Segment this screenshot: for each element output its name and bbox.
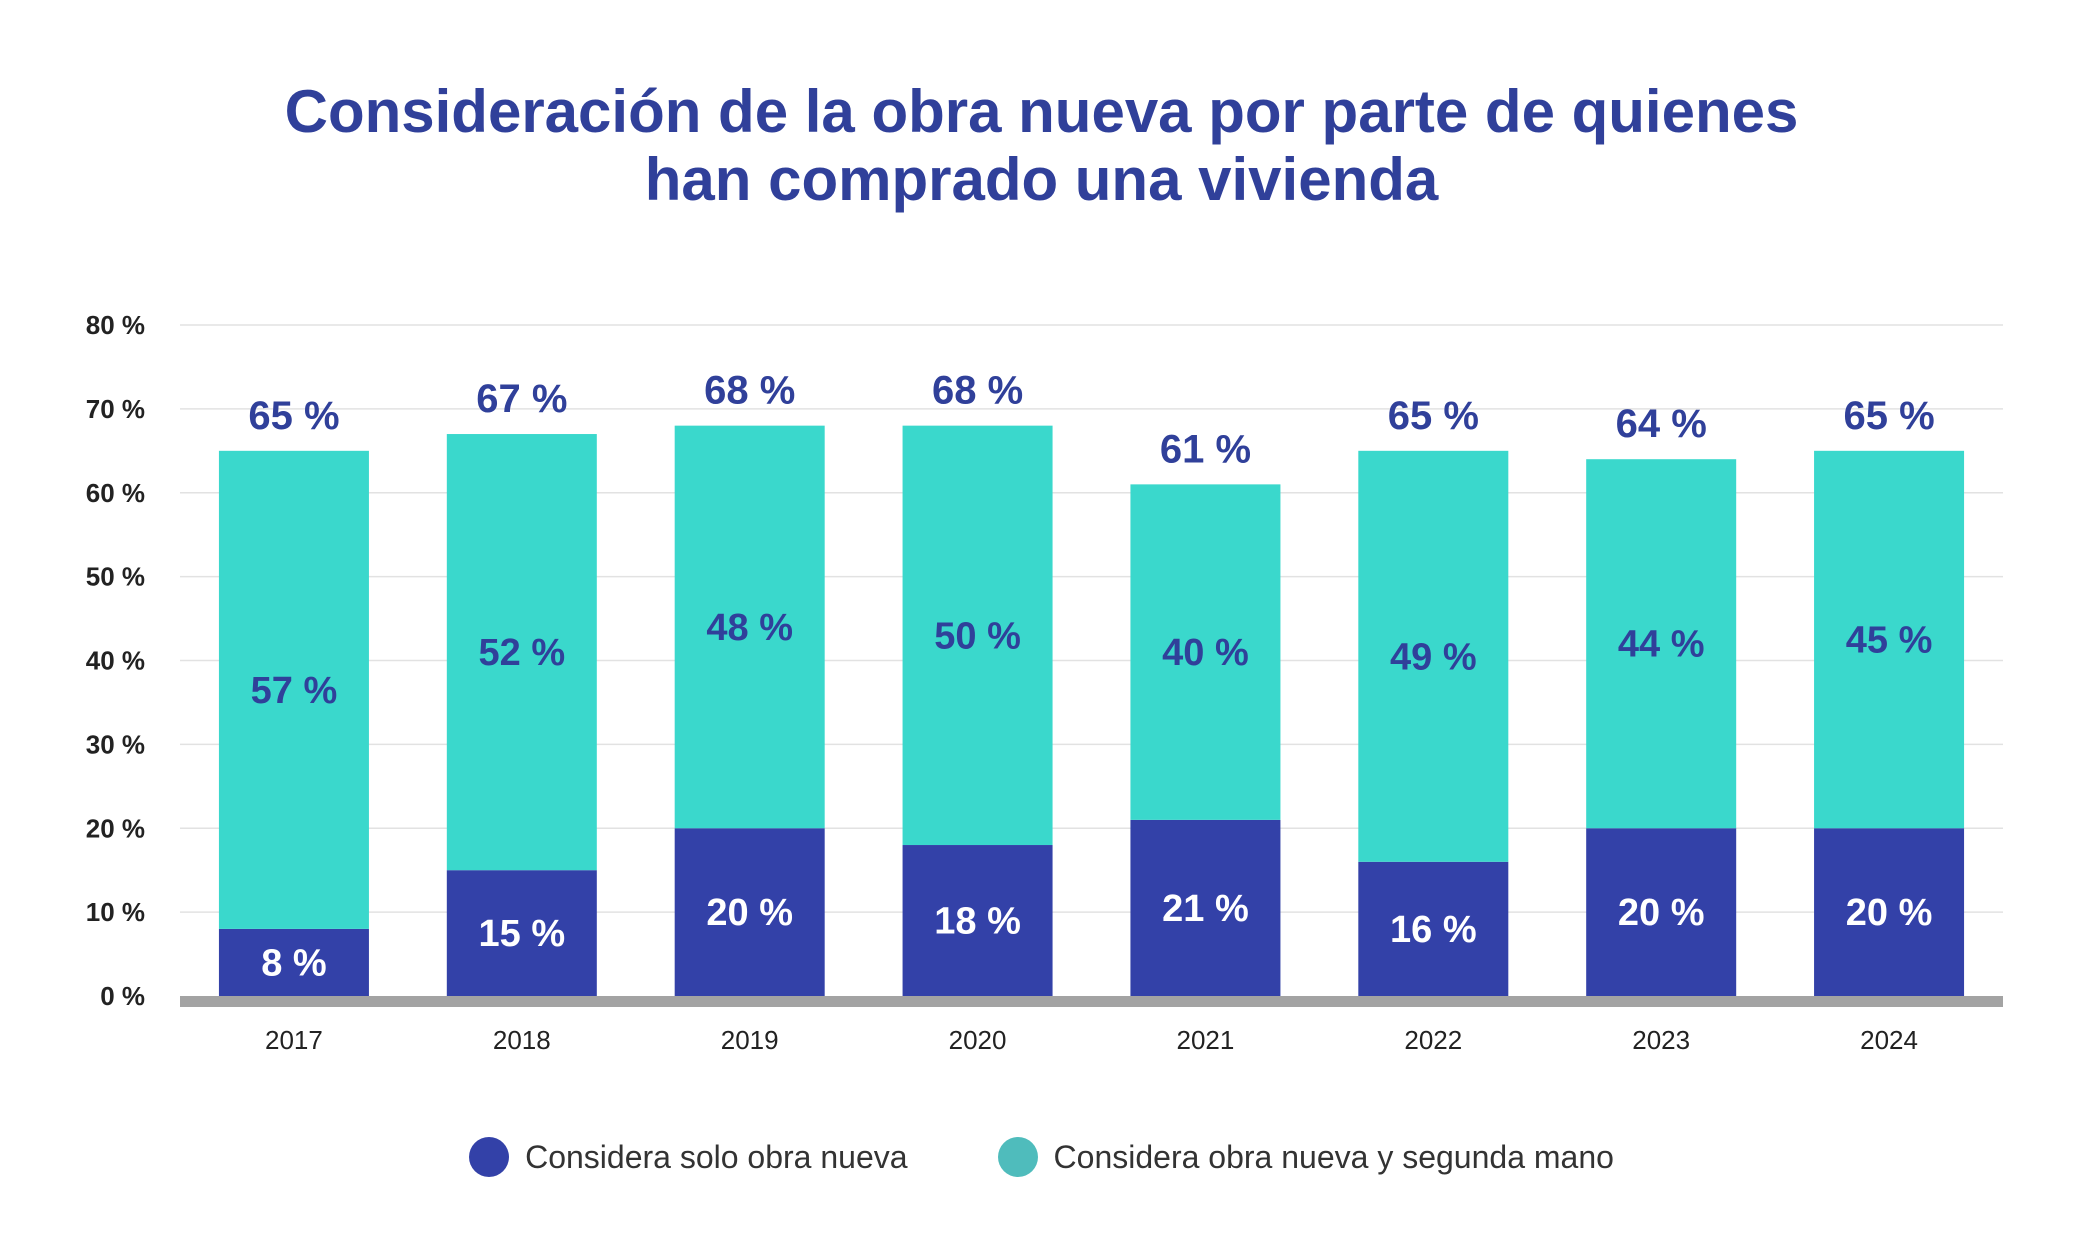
bar-label-2018-series-2: 52 % [479, 632, 566, 674]
legend-label-obra-nueva-y-segunda-mano: Considera obra nueva y segunda mano [1053, 1138, 1614, 1175]
bar-label-2021-series-1: 21 % [1162, 888, 1249, 930]
bar-label-2020-series-1: 18 % [934, 901, 1021, 943]
bar-label-2019-series-2: 48 % [706, 607, 793, 649]
bar-label-2017-series-2: 57 % [251, 670, 338, 712]
bar-label-2018-series-1: 15 % [479, 913, 566, 955]
total-label-2018: 67 % [476, 377, 567, 421]
x-tick-label-2023: 2023 [1632, 1025, 1690, 1055]
total-label-2022: 65 % [1388, 394, 1479, 438]
legend-item-solo-obra-nueva: Considera solo obra nueva [469, 1137, 908, 1177]
bar-2024-series-1 [1814, 828, 1965, 996]
total-label-2019: 68 % [704, 369, 795, 413]
legend-swatch-solo-obra-nueva [469, 1137, 510, 1177]
bar-2020-series-1 [902, 845, 1053, 996]
chart-title: Consideración de la obra nueva por parte… [0, 78, 2083, 214]
y-tick-label-40: 40 % [86, 646, 145, 676]
bar-label-2023-series-2: 44 % [1618, 624, 1705, 666]
bar-2020-series-2 [902, 425, 1053, 846]
bar-2024-series-2 [1814, 450, 1965, 829]
bar-2019-series-2 [674, 425, 825, 829]
bar-label-2023-series-1: 20 % [1618, 892, 1705, 934]
legend-label-solo-obra-nueva: Considera solo obra nueva [525, 1138, 908, 1175]
y-tick-label-10: 10 % [86, 897, 145, 927]
y-axis-tick-labels: 0 % 10 % 20 % 30 % 40 % 50 % 60 % 70 % 80 % [86, 310, 145, 1011]
y-tick-label-50: 50 % [86, 562, 145, 592]
bar-label-2017-series-1: 8 % [261, 942, 326, 984]
legend-item-obra-nueva-y-segunda-mano: Considera obra nueva y segunda mano [997, 1137, 1614, 1177]
total-label-2021: 61 % [1160, 427, 1251, 471]
bar-2023-series-1 [1586, 828, 1737, 996]
legend-swatch-obra-nueva-y-segunda-mano [997, 1137, 1038, 1177]
bar-2021-series-1 [1130, 819, 1281, 996]
bar-2022-series-2 [1358, 450, 1509, 862]
bar-label-2019-series-1: 20 % [706, 892, 793, 934]
legend: Considera solo obra nueva Considera obra… [0, 1137, 2083, 1177]
bar-label-2024-series-1: 20 % [1846, 892, 1933, 934]
x-axis-category-labels: 2017 2018 2019 2020 2021 2022 2023 2024 [265, 1025, 1918, 1055]
bar-2018-series-1 [446, 870, 597, 996]
y-tick-label-80: 80 % [86, 310, 145, 340]
y-tick-label-60: 60 % [86, 478, 145, 508]
bar-2017-series-2 [218, 450, 369, 929]
chart-title-line-2: han comprado una vivienda [644, 146, 1439, 213]
x-tick-label-2019: 2019 [721, 1025, 779, 1055]
bar-2017-series-1 [218, 928, 369, 996]
x-tick-label-2020: 2020 [949, 1025, 1007, 1055]
y-tick-label-0: 0 % [100, 981, 145, 1011]
bar-label-2024-series-2: 45 % [1846, 620, 1933, 662]
bar-2021-series-2 [1130, 484, 1281, 820]
bar-2018-series-2 [446, 434, 597, 871]
bar-label-2022-series-2: 49 % [1390, 636, 1477, 678]
x-tick-label-2017: 2017 [265, 1025, 323, 1055]
x-tick-label-2021: 2021 [1177, 1025, 1235, 1055]
y-tick-label-70: 70 % [86, 394, 145, 424]
total-label-2020: 68 % [932, 369, 1023, 413]
y-tick-label-20: 20 % [86, 813, 145, 843]
total-label-2017: 65 % [248, 394, 339, 438]
bar-label-2020-series-2: 50 % [934, 615, 1021, 657]
x-tick-label-2022: 2022 [1404, 1025, 1462, 1055]
x-axis-baseline [180, 996, 2003, 1007]
bar-label-2021-series-2: 40 % [1162, 632, 1249, 674]
bar-2019-series-1 [674, 828, 825, 996]
x-tick-label-2024: 2024 [1860, 1025, 1918, 1055]
total-label-2024: 65 % [1843, 394, 1934, 438]
bar-2023-series-2 [1586, 459, 1737, 829]
chart-title-line-1: Consideración de la obra nueva por parte… [284, 78, 1799, 145]
bar-2022-series-1 [1358, 861, 1509, 996]
x-tick-label-2018: 2018 [493, 1025, 551, 1055]
bar-label-2022-series-1: 16 % [1390, 909, 1477, 951]
data-labels: 8 % 57 % 65 % 15 % 52 % 67 % 20 % 48 % 68 % 18 % 5… [248, 369, 1934, 985]
total-label-2023: 64 % [1616, 402, 1707, 446]
y-tick-label-30: 30 % [86, 729, 145, 759]
bars [218, 425, 1965, 996]
